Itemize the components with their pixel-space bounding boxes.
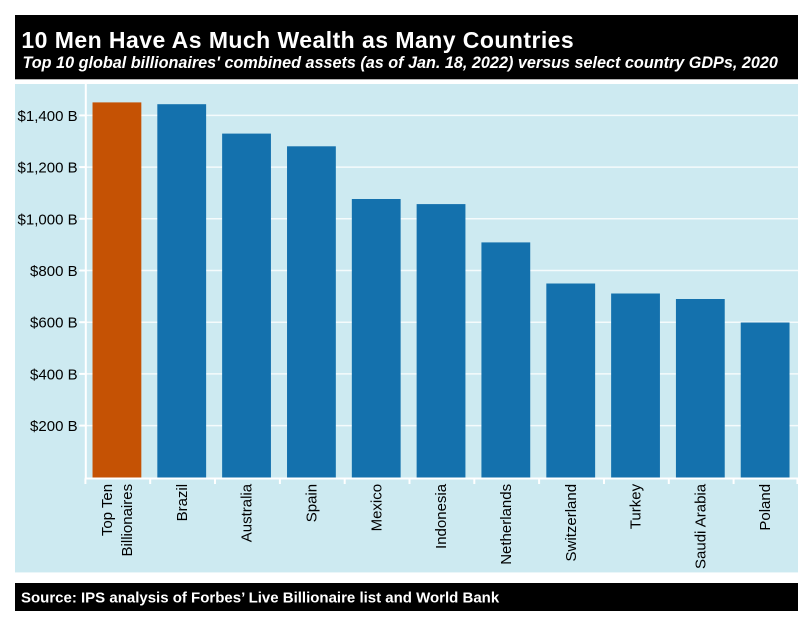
svg-text:Turkey: Turkey [628, 483, 645, 529]
svg-text:Australia: Australia [239, 483, 256, 542]
svg-text:$1,200 B: $1,200 B [18, 160, 78, 177]
svg-text:Netherlands: Netherlands [498, 484, 515, 565]
svg-text:Spain: Spain [304, 484, 321, 522]
svg-text:Top 10 global billionaires' co: Top 10 global billionaires' combined ass… [23, 54, 778, 72]
svg-text:Mexico: Mexico [368, 484, 385, 532]
svg-text:Indonesia: Indonesia [433, 483, 450, 549]
svg-text:$1,400 B: $1,400 B [18, 108, 78, 125]
svg-text:$1,000 B: $1,000 B [18, 211, 78, 228]
svg-text:$200 B: $200 B [30, 418, 78, 435]
svg-text:Saudi Arabia: Saudi Arabia [692, 483, 709, 569]
svg-text:Source: IPS analysis of Forbes: Source: IPS analysis of Forbes’ Live Bil… [21, 589, 500, 606]
svg-text:10 Men Have As Much Wealth as: 10 Men Have As Much Wealth as Many Count… [21, 27, 574, 53]
svg-text:$400 B: $400 B [30, 366, 78, 383]
svg-text:$600 B: $600 B [30, 315, 78, 332]
svg-text:$800 B: $800 B [30, 263, 78, 280]
svg-text:Switzerland: Switzerland [563, 484, 580, 562]
svg-text:Poland: Poland [757, 484, 774, 531]
svg-text:Brazil: Brazil [174, 484, 191, 522]
